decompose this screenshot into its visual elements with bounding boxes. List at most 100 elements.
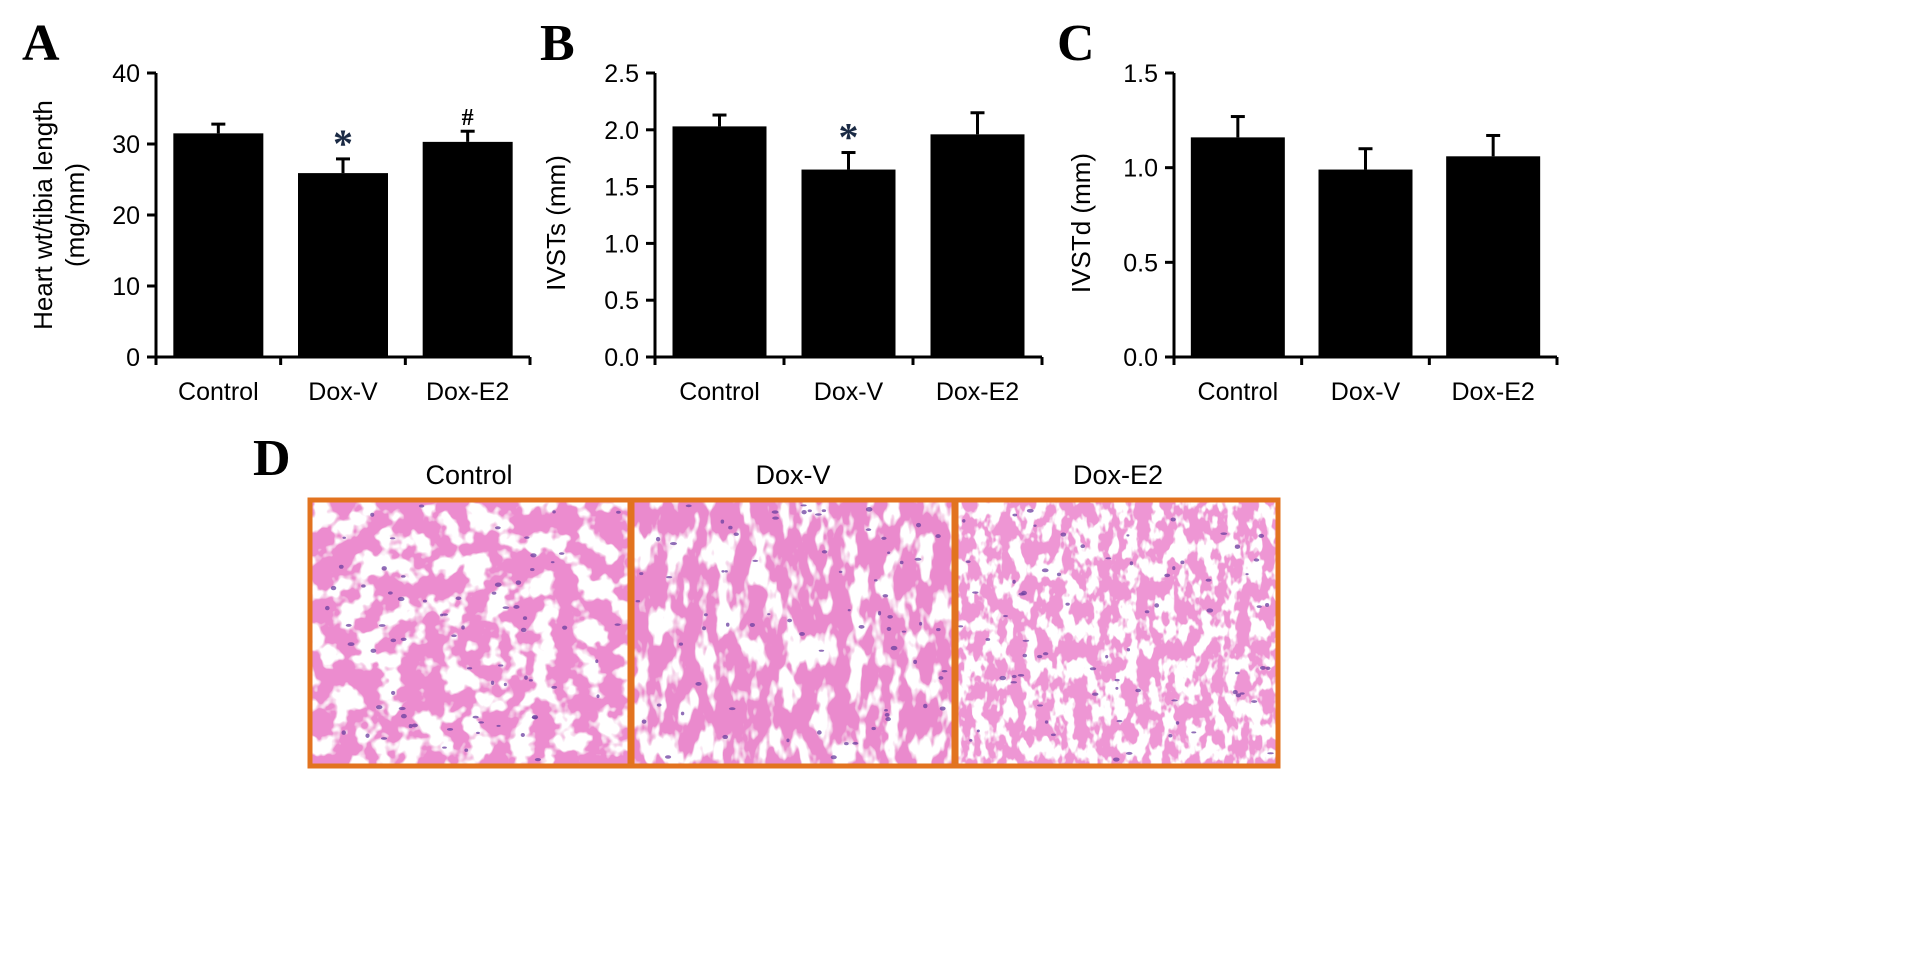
nucleus [722,734,729,740]
nucleus [390,690,396,695]
nucleus [1116,719,1123,723]
y-tick-label: 1.0 [1123,155,1158,183]
nucleus [498,664,504,667]
nucleus [490,680,495,686]
nucleus [665,576,673,579]
nucleus [871,726,876,731]
histology-label-dox-v: Dox-V [755,460,830,490]
nucleus [1256,605,1262,608]
chart-panel-c: C 0.0 0.5 1.0 1.5 Control Dox-V Dox-E2 IVSTd (m… [1057,15,1559,406]
y-axis-title-line1: Heart wt/tibia length [28,100,58,330]
nucleus [365,733,370,738]
nucleus [695,682,702,686]
y-tick-label: 1.5 [1123,60,1158,88]
nucleus [1180,560,1185,565]
nucleus [919,621,923,626]
nucleus [1175,721,1180,725]
histology-image-dox-v [634,502,952,764]
y-axis-title: IVSTs (mm) [541,155,571,291]
nucleus [496,724,501,727]
nucleus [442,746,447,749]
nucleus [999,675,1007,681]
nucleus [680,711,685,716]
nucleus [522,616,528,621]
nucleus [670,542,677,546]
nucleus [389,537,396,540]
significance-asterisk: * [333,121,353,166]
nucleus [800,504,807,507]
x-tick-label: Control [679,378,760,406]
nucleus [455,596,462,601]
nucleus [595,659,599,664]
bar-dox-e2 [422,141,513,357]
nucleus [899,560,904,565]
y-axis-title: IVSTd (mm) [1066,153,1096,293]
nucleus [1050,733,1056,737]
nucleus [772,516,779,520]
nucleus [347,642,355,647]
nucleus [641,719,647,724]
nucleus [678,642,684,646]
nucleus [1065,602,1070,606]
nucleus [799,632,805,636]
nucleus [976,729,980,733]
histology-image-control [312,502,628,764]
nucleus [1022,653,1028,658]
nucleus [752,559,759,562]
nucleus [639,572,644,576]
histology-label-dox-e2: Dox-E2 [1073,460,1163,490]
nucleus [345,623,352,627]
nucleus [441,613,448,616]
nucleus [1017,674,1025,677]
nucleus [1022,639,1030,642]
nucleus [958,625,964,628]
nucleus [962,519,966,523]
nucleus [1234,544,1241,549]
nucleus [882,594,889,598]
nucleus [550,561,555,564]
nucleus [1135,688,1141,693]
nucleus [655,536,661,542]
nucleus [370,512,375,517]
nucleus [614,623,621,626]
nucleus [1105,557,1112,560]
nucleus [461,625,465,630]
nucleus [865,528,872,531]
nucleus [821,509,827,513]
nucleus [1265,666,1271,670]
nucleus [1126,534,1130,537]
nucleus [1206,608,1214,613]
bar-dox-e2 [930,134,1025,357]
nucleus [1265,603,1270,607]
x-tick-label: Dox-E2 [936,378,1019,406]
nucleus [418,504,425,508]
histology-nuclei [325,504,1274,762]
nucleus [530,553,537,558]
nucleus [703,613,708,617]
nucleus [524,675,528,680]
nucleus [1033,524,1037,527]
nucleus [787,618,793,623]
panel-letter-b: B [540,15,575,72]
y-tick-label: 1.0 [604,230,639,258]
histology-label-control: Control [425,460,512,490]
nucleus [901,630,907,633]
nucleus [534,758,541,762]
nucleus [1010,681,1018,684]
nucleus [913,659,918,664]
nucleus [1154,603,1160,608]
nucleus [1125,751,1133,755]
y-tick-label: 20 [112,202,140,230]
nucleus [702,626,706,631]
nucleus [1089,667,1097,671]
nucleus [1164,573,1171,578]
nucleus [520,627,527,633]
nucleus [472,715,479,719]
nucleus [1036,654,1043,659]
nucleus [817,730,822,735]
nucleus [400,575,406,578]
nucleus [1012,579,1016,584]
nucleus [1060,532,1067,537]
nucleus [1232,689,1238,695]
